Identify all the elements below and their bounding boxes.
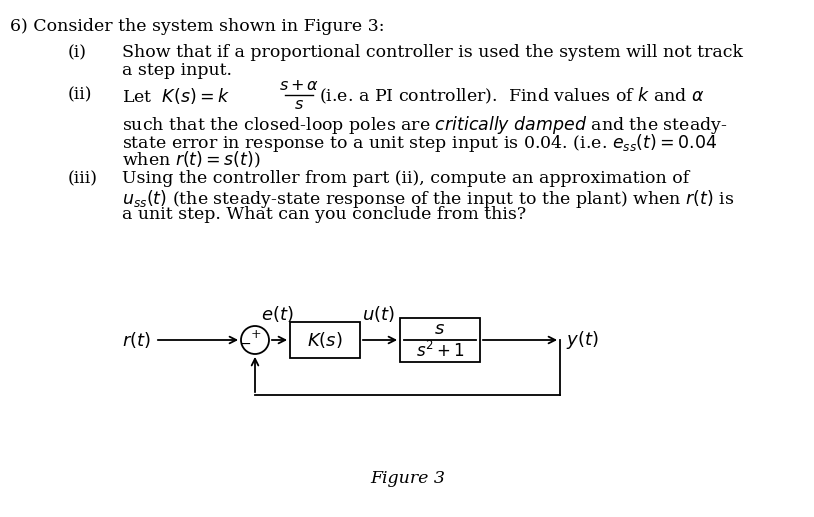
- Text: $s$: $s$: [435, 320, 445, 338]
- Text: (i.e. a PI controller).  Find values of $k$ and $\alpha$: (i.e. a PI controller). Find values of $…: [319, 86, 705, 107]
- Text: $s$: $s$: [294, 96, 304, 113]
- Text: (iii): (iii): [68, 170, 98, 187]
- Text: $e(t)$: $e(t)$: [261, 304, 294, 324]
- Text: when $r(t) = s(t)$): when $r(t) = s(t)$): [122, 150, 260, 170]
- Text: $u_{ss}(t)$ (the steady-state response of the input to the plant) when $r(t)$ is: $u_{ss}(t)$ (the steady-state response o…: [122, 188, 734, 210]
- Text: Let  $K(s) = k$: Let $K(s) = k$: [122, 86, 230, 106]
- Bar: [290, 322, 360, 358]
- Text: (ii): (ii): [68, 86, 93, 103]
- Text: (i): (i): [68, 44, 87, 61]
- Text: Using the controller from part (ii), compute an approximation of: Using the controller from part (ii), com…: [122, 170, 689, 187]
- Text: Figure 3: Figure 3: [370, 470, 445, 487]
- Text: $K(s)$: $K(s)$: [307, 330, 343, 350]
- Text: −: −: [239, 337, 251, 351]
- Text: $s+\alpha$: $s+\alpha$: [279, 77, 319, 94]
- Text: $y(t)$: $y(t)$: [566, 329, 598, 351]
- Text: such that the closed-loop poles are $\mathit{critically\ damped}$ and the steady: such that the closed-loop poles are $\ma…: [122, 114, 728, 136]
- Text: Show that if a proportional controller is used the system will not track: Show that if a proportional controller i…: [122, 44, 743, 61]
- Text: a unit step. What can you conclude from this?: a unit step. What can you conclude from …: [122, 206, 526, 223]
- Text: $s^2+1$: $s^2+1$: [415, 341, 465, 361]
- Text: a step input.: a step input.: [122, 62, 232, 79]
- Bar: [400, 318, 480, 362]
- Text: state error in response to a unit step input is 0.04. (i.e. $e_{ss}(t) = 0.04$: state error in response to a unit step i…: [122, 132, 717, 154]
- Text: +: +: [251, 327, 261, 341]
- Text: $r(t)$: $r(t)$: [122, 330, 151, 350]
- Text: $u(t)$: $u(t)$: [361, 304, 395, 324]
- Text: 6) Consider the system shown in Figure 3:: 6) Consider the system shown in Figure 3…: [10, 18, 384, 35]
